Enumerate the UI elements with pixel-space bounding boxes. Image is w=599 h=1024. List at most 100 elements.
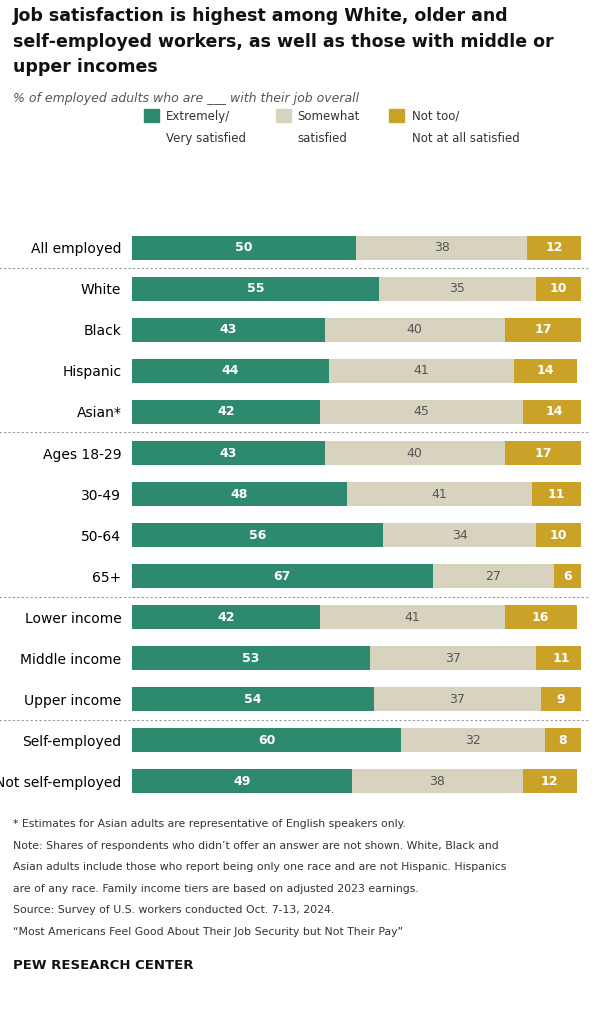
- Bar: [532, 482, 581, 506]
- Text: Extremely/: Extremely/: [166, 110, 230, 123]
- Bar: [132, 564, 432, 588]
- Text: % of employed adults who are ___ with their job overall: % of employed adults who are ___ with th…: [13, 92, 359, 105]
- Text: 50: 50: [235, 242, 253, 254]
- Text: 60: 60: [258, 734, 276, 746]
- Text: Job satisfaction is highest among White, older and: Job satisfaction is highest among White,…: [13, 7, 509, 26]
- Bar: [132, 769, 352, 794]
- Text: 43: 43: [220, 324, 237, 337]
- Text: “Most Americans Feel Good About Their Job Security but Not Their Pay”: “Most Americans Feel Good About Their Jo…: [13, 927, 403, 937]
- Bar: [432, 564, 554, 588]
- Text: 34: 34: [452, 528, 468, 542]
- Bar: [513, 359, 576, 383]
- Bar: [132, 441, 325, 465]
- Text: Source: Survey of U.S. workers conducted Oct. 7-13, 2024.: Source: Survey of U.S. workers conducted…: [13, 905, 334, 915]
- Text: 8: 8: [559, 734, 567, 746]
- Text: 17: 17: [534, 324, 552, 337]
- Text: upper incomes: upper incomes: [13, 58, 158, 77]
- Text: 67: 67: [274, 569, 291, 583]
- Text: 14: 14: [545, 406, 563, 419]
- Text: 27: 27: [485, 569, 501, 583]
- Text: 42: 42: [217, 610, 235, 624]
- Bar: [527, 236, 581, 260]
- Text: self-employed workers, as well as those with middle or: self-employed workers, as well as those …: [13, 33, 554, 51]
- Text: 12: 12: [545, 242, 563, 254]
- Bar: [536, 276, 581, 301]
- Bar: [325, 318, 504, 342]
- Bar: [504, 441, 581, 465]
- Text: 38: 38: [429, 775, 445, 787]
- Text: 11: 11: [547, 487, 565, 501]
- Bar: [401, 728, 545, 753]
- Text: 49: 49: [233, 775, 250, 787]
- Text: 48: 48: [231, 487, 249, 501]
- Text: 37: 37: [445, 651, 461, 665]
- Text: Asian adults include those who report being only one race and are not Hispanic. : Asian adults include those who report be…: [13, 862, 507, 872]
- Bar: [379, 276, 536, 301]
- Bar: [132, 687, 374, 711]
- Text: 35: 35: [449, 283, 465, 295]
- Bar: [132, 400, 320, 424]
- Bar: [132, 605, 320, 629]
- Bar: [132, 523, 383, 547]
- Bar: [370, 646, 536, 670]
- Text: 40: 40: [407, 324, 423, 337]
- Bar: [504, 605, 576, 629]
- Bar: [132, 318, 325, 342]
- Bar: [132, 276, 379, 301]
- Text: 16: 16: [532, 610, 549, 624]
- Bar: [132, 359, 329, 383]
- Text: Very satisfied: Very satisfied: [166, 132, 246, 145]
- Bar: [325, 441, 504, 465]
- Bar: [356, 236, 527, 260]
- Text: 40: 40: [407, 446, 423, 460]
- Text: Not too/: Not too/: [412, 110, 459, 123]
- Bar: [554, 564, 581, 588]
- Text: 42: 42: [217, 406, 235, 419]
- Bar: [374, 687, 540, 711]
- Text: 11: 11: [552, 651, 570, 665]
- Bar: [132, 646, 370, 670]
- Text: 56: 56: [249, 528, 267, 542]
- Text: 41: 41: [405, 610, 420, 624]
- Text: satisfied: satisfied: [298, 132, 347, 145]
- Bar: [522, 400, 585, 424]
- Bar: [132, 482, 347, 506]
- Text: 10: 10: [550, 528, 567, 542]
- Text: 43: 43: [220, 446, 237, 460]
- Bar: [329, 359, 513, 383]
- Text: 53: 53: [242, 651, 259, 665]
- Bar: [383, 523, 536, 547]
- Bar: [545, 728, 581, 753]
- Text: 55: 55: [247, 283, 264, 295]
- Text: 9: 9: [556, 692, 565, 706]
- Text: 6: 6: [563, 569, 572, 583]
- Text: Note: Shares of respondents who didn’t offer an answer are not shown. White, Bla: Note: Shares of respondents who didn’t o…: [13, 841, 499, 851]
- Text: PEW RESEARCH CENTER: PEW RESEARCH CENTER: [13, 958, 193, 972]
- Text: 17: 17: [534, 446, 552, 460]
- Text: are of any race. Family income tiers are based on adjusted 2023 earnings.: are of any race. Family income tiers are…: [13, 884, 419, 894]
- Text: 45: 45: [413, 406, 429, 419]
- Bar: [536, 523, 581, 547]
- Text: 41: 41: [414, 365, 429, 378]
- Text: 54: 54: [244, 692, 262, 706]
- Text: 44: 44: [222, 365, 240, 378]
- Bar: [347, 482, 532, 506]
- Text: 41: 41: [432, 487, 447, 501]
- Text: 14: 14: [536, 365, 554, 378]
- Text: 38: 38: [434, 242, 450, 254]
- Text: Somewhat: Somewhat: [298, 110, 360, 123]
- Bar: [540, 687, 581, 711]
- Text: Not at all satisfied: Not at all satisfied: [412, 132, 519, 145]
- Text: 12: 12: [541, 775, 558, 787]
- Bar: [522, 769, 576, 794]
- Bar: [352, 769, 523, 794]
- Text: * Estimates for Asian adults are representative of English speakers only.: * Estimates for Asian adults are represe…: [13, 819, 406, 829]
- Bar: [536, 646, 586, 670]
- Bar: [320, 605, 504, 629]
- Bar: [132, 236, 356, 260]
- Bar: [320, 400, 523, 424]
- Text: 32: 32: [465, 734, 481, 746]
- Text: 10: 10: [550, 283, 567, 295]
- Text: 37: 37: [449, 692, 465, 706]
- Bar: [504, 318, 581, 342]
